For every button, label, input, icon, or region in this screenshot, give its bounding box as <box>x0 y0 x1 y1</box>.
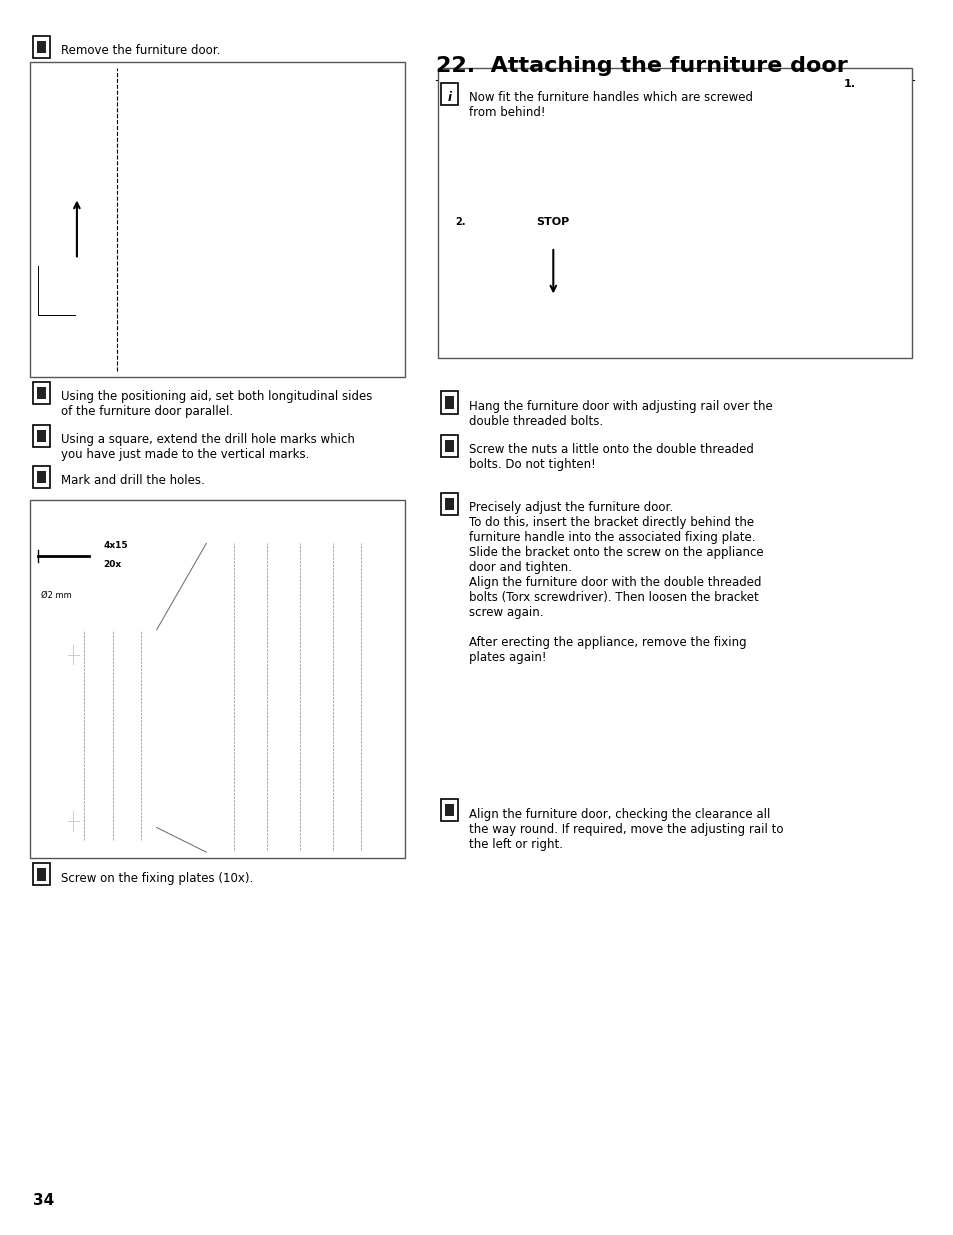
Bar <box>39 630 156 840</box>
Text: Using the positioning aid, set both longitudinal sides
of the furniture door par: Using the positioning aid, set both long… <box>61 390 372 419</box>
Circle shape <box>463 240 474 254</box>
Bar <box>36 471 46 483</box>
Circle shape <box>500 240 512 254</box>
Bar <box>444 440 454 452</box>
Bar <box>36 387 46 399</box>
Bar <box>444 498 454 510</box>
Bar <box>440 799 457 821</box>
Text: 34: 34 <box>32 1193 54 1208</box>
Text: Ø2 mm: Ø2 mm <box>41 590 71 600</box>
Text: i: i <box>447 91 451 105</box>
Bar <box>32 466 50 488</box>
Circle shape <box>61 638 85 671</box>
Circle shape <box>293 689 302 701</box>
Circle shape <box>293 827 302 840</box>
Bar <box>440 391 457 414</box>
Bar <box>37 228 117 266</box>
Circle shape <box>293 793 302 805</box>
Bar <box>437 68 910 358</box>
Polygon shape <box>117 222 225 272</box>
Bar <box>444 804 454 816</box>
Bar <box>36 430 46 442</box>
Text: Screw the nuts a little onto the double threaded
bolts. Do not tighten!: Screw the nuts a little onto the double … <box>469 443 753 472</box>
Bar <box>30 522 157 611</box>
Bar <box>444 396 454 409</box>
Text: 22.  Attaching the furniture door: 22. Attaching the furniture door <box>436 56 847 75</box>
Text: Remove the furniture door.: Remove the furniture door. <box>61 44 220 58</box>
Circle shape <box>293 724 302 736</box>
Circle shape <box>293 621 302 634</box>
Bar <box>32 36 50 58</box>
Bar <box>30 62 405 377</box>
Bar <box>225 80 333 352</box>
Bar <box>32 382 50 404</box>
Bar <box>675 80 904 111</box>
Circle shape <box>293 552 302 564</box>
Circle shape <box>293 587 302 599</box>
Bar <box>206 534 389 855</box>
Text: 20x: 20x <box>103 559 121 569</box>
Text: Now fit the furniture handles which are screwed
from behind!: Now fit the furniture handles which are … <box>469 91 752 120</box>
Bar <box>577 231 651 311</box>
Bar <box>225 86 333 124</box>
Bar <box>36 868 46 881</box>
Bar <box>675 74 904 352</box>
Bar <box>36 41 46 53</box>
Circle shape <box>293 656 302 668</box>
Text: Precisely adjust the furniture door.
To do this, insert the bracket directly beh: Precisely adjust the furniture door. To … <box>469 501 762 664</box>
Bar <box>440 83 457 105</box>
Text: Using a square, extend the drill hole marks which
you have just made to the vert: Using a square, extend the drill hole ma… <box>61 433 355 462</box>
Bar <box>32 425 50 447</box>
Circle shape <box>44 237 59 257</box>
Text: STOP: STOP <box>536 217 569 227</box>
Bar <box>689 95 810 336</box>
Bar <box>30 500 405 858</box>
Bar <box>438 68 459 352</box>
Text: Hang the furniture door with adjusting rail over the
double threaded bolts.: Hang the furniture door with adjusting r… <box>469 400 772 429</box>
Circle shape <box>93 237 109 257</box>
Circle shape <box>293 758 302 771</box>
Bar <box>440 173 660 333</box>
Text: 1.: 1. <box>843 79 855 89</box>
Bar <box>440 493 457 515</box>
Text: 4x15: 4x15 <box>103 541 128 551</box>
Text: Align the furniture door, checking the clearance all
the way round. If required,: Align the furniture door, checking the c… <box>469 808 782 851</box>
Bar <box>440 435 457 457</box>
Circle shape <box>481 240 493 254</box>
Bar <box>32 863 50 885</box>
Text: Screw on the fixing plates (10x).: Screw on the fixing plates (10x). <box>61 872 253 885</box>
Circle shape <box>61 805 85 837</box>
Text: 2.: 2. <box>455 217 465 227</box>
Text: Mark and drill the holes.: Mark and drill the holes. <box>61 474 205 488</box>
Polygon shape <box>56 667 93 766</box>
